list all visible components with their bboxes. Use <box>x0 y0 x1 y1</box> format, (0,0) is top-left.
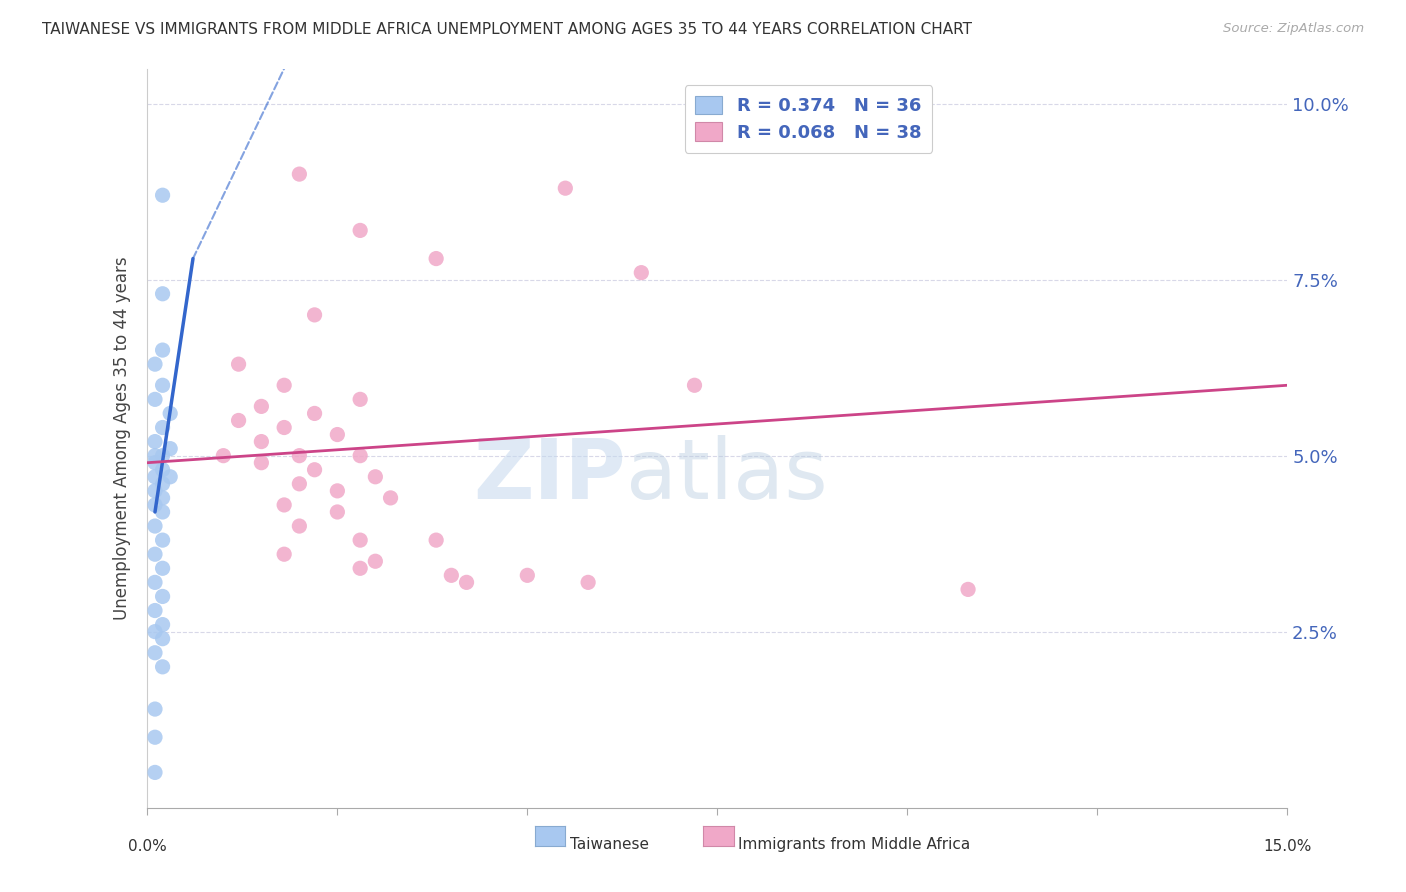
Point <box>288 476 311 491</box>
Point <box>143 575 166 590</box>
Point <box>143 519 166 533</box>
Point <box>143 730 166 744</box>
Text: 15.0%: 15.0% <box>1263 838 1312 854</box>
Point <box>456 575 478 590</box>
Point <box>228 413 250 427</box>
Point <box>152 632 174 646</box>
Text: Taiwanese: Taiwanese <box>569 837 648 852</box>
Point <box>159 442 181 456</box>
Point <box>143 456 166 470</box>
Point <box>364 470 387 484</box>
Point <box>288 167 311 181</box>
Point <box>152 533 174 548</box>
Point <box>152 449 174 463</box>
Point <box>576 575 599 590</box>
Point <box>152 188 174 202</box>
Text: atlas: atlas <box>626 434 828 516</box>
Point <box>143 702 166 716</box>
Point <box>152 476 174 491</box>
Point <box>349 449 371 463</box>
Point <box>364 554 387 568</box>
Point <box>143 449 166 463</box>
Point <box>159 470 181 484</box>
Point <box>143 547 166 561</box>
Point <box>304 406 326 420</box>
Point <box>273 378 295 392</box>
Point <box>152 561 174 575</box>
Point <box>516 568 538 582</box>
Point <box>250 456 273 470</box>
Point <box>273 420 295 434</box>
Point <box>273 547 295 561</box>
Point <box>326 483 349 498</box>
Point <box>288 449 311 463</box>
Text: TAIWANESE VS IMMIGRANTS FROM MIDDLE AFRICA UNEMPLOYMENT AMONG AGES 35 TO 44 YEAR: TAIWANESE VS IMMIGRANTS FROM MIDDLE AFRI… <box>42 22 972 37</box>
Point <box>143 392 166 407</box>
Point <box>143 624 166 639</box>
Y-axis label: Unemployment Among Ages 35 to 44 years: Unemployment Among Ages 35 to 44 years <box>114 256 131 620</box>
Point <box>957 582 980 597</box>
Point <box>143 603 166 617</box>
Text: ZIP: ZIP <box>474 434 626 516</box>
Point <box>440 568 463 582</box>
Point <box>143 483 166 498</box>
Point <box>143 357 166 371</box>
Point <box>152 463 174 477</box>
Point <box>425 533 447 548</box>
Point <box>143 470 166 484</box>
Text: 0.0%: 0.0% <box>128 838 167 854</box>
Point <box>152 505 174 519</box>
Point <box>326 505 349 519</box>
Point <box>304 463 326 477</box>
Point <box>349 533 371 548</box>
Point <box>630 266 652 280</box>
Point <box>349 561 371 575</box>
Point <box>152 491 174 505</box>
Point <box>273 498 295 512</box>
Point <box>143 765 166 780</box>
Point <box>250 400 273 414</box>
Point <box>349 223 371 237</box>
Point <box>228 357 250 371</box>
Point <box>250 434 273 449</box>
Point <box>152 590 174 604</box>
Text: Source: ZipAtlas.com: Source: ZipAtlas.com <box>1223 22 1364 36</box>
Point <box>152 286 174 301</box>
Point <box>159 406 181 420</box>
Point <box>143 434 166 449</box>
Point <box>288 519 311 533</box>
Point <box>143 498 166 512</box>
Point <box>152 420 174 434</box>
Point <box>554 181 576 195</box>
Point <box>349 392 371 407</box>
Point <box>143 646 166 660</box>
Point <box>152 660 174 674</box>
Text: Immigrants from Middle Africa: Immigrants from Middle Africa <box>738 837 970 852</box>
Legend: R = 0.374   N = 36, R = 0.068   N = 38: R = 0.374 N = 36, R = 0.068 N = 38 <box>685 85 932 153</box>
Point <box>380 491 402 505</box>
Point <box>152 617 174 632</box>
Point <box>212 449 235 463</box>
Point <box>425 252 447 266</box>
Point <box>152 378 174 392</box>
Point <box>326 427 349 442</box>
Point <box>304 308 326 322</box>
Point <box>152 343 174 357</box>
Point <box>683 378 706 392</box>
